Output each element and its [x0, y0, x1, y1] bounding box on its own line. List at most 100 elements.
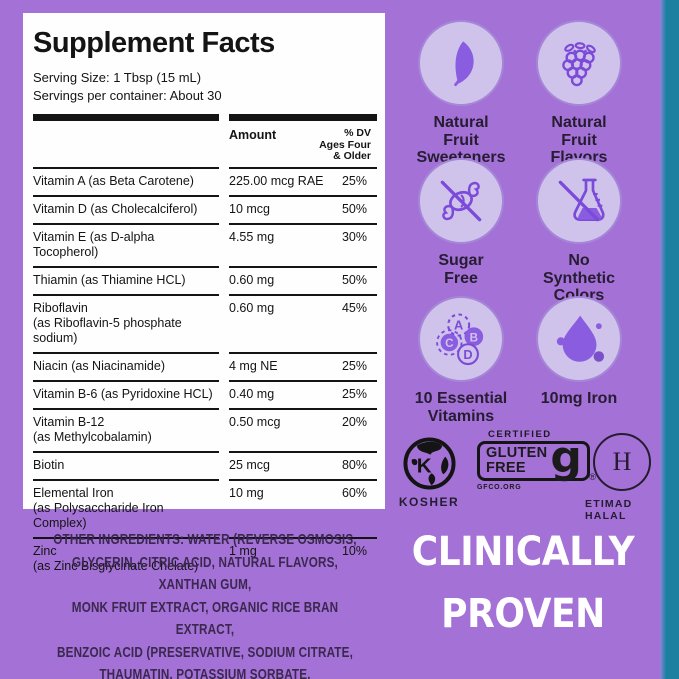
iron-drop-icon: [536, 296, 622, 382]
nutrient-name-cell: Elemental Iron (as Polysaccharide Iron Co…: [33, 478, 219, 537]
nutrient-dv: 25%: [341, 386, 367, 401]
feature-no-synthetic-colors: NoSyntheticColors: [513, 158, 645, 305]
feature-label-line: Fruit: [561, 131, 597, 149]
nutrient-table: Vitamin A (as Beta Carotene) 225.00 mcg R…: [33, 166, 377, 580]
nutrient-values-cell: 25 mcg 80%: [229, 450, 377, 479]
nutrient-row: Vitamin A (as Beta Carotene) 225.00 mcg R…: [33, 166, 377, 195]
gfco-org-text: GFCO.ORG: [477, 484, 522, 491]
svg-text:K: K: [416, 454, 431, 477]
halal-label: ETIMAD HALAL: [585, 498, 633, 522]
nutrient-row: Vitamin B-6 (as Pyridoxine HCL) 0.40 mg 25…: [33, 379, 377, 408]
feature-label-line: Sugar: [438, 252, 484, 269]
nutrient-values-cell: 0.50 mcg 20%: [229, 407, 377, 451]
svg-text:D: D: [463, 347, 472, 362]
nutrient-amount: 0.60 mg: [229, 300, 275, 315]
feature-label: 10mg Iron: [541, 390, 617, 408]
feature-label-line: No: [568, 252, 590, 269]
nutrient-name: Vitamin E (as D-alpha Tocopherol): [33, 229, 155, 259]
nutrient-dv: 60%: [341, 485, 367, 500]
gluten-free-badge: CERTIFIED GLUTEN FREE g ® GFCO.ORG: [477, 429, 596, 491]
ingredients-line: MONK FRUIT EXTRACT, ORGANIC RICE BRAN EX…: [71, 598, 339, 639]
nutrient-name: Zinc: [33, 543, 57, 558]
nutrient-row: Zinc (as Zinc Bisglycinate Chelate) 1 mg 10…: [33, 536, 377, 580]
dv-header-line: % DV: [344, 127, 371, 139]
berry-icon: [536, 20, 622, 106]
nutrient-name: Vitamin D (as Cholecalciferol): [33, 201, 198, 216]
nutrient-values-cell: 0.40 mg 25%: [229, 379, 377, 408]
svg-text:B: B: [470, 331, 478, 344]
nutrient-amount: 4.55 mg: [229, 229, 275, 244]
nutrient-values-cell: 4.55 mg 30%: [229, 222, 377, 266]
halal-monogram-icon: H: [593, 433, 651, 491]
nutrient-values-cell: 225.00 mcg RAE 25%: [229, 166, 377, 195]
svg-text:C: C: [445, 337, 454, 350]
no-sugar-icon: [418, 158, 504, 244]
claim-line: CLINICALLY: [411, 529, 635, 575]
ingredients-line: THAUMATIN, POTASSIUM SORBATE.: [99, 666, 311, 679]
nutrient-name-cell: Biotin: [33, 450, 219, 479]
nutrient-name-sub: (as Zinc Bisglycinate Chelate): [33, 558, 199, 573]
nutrient-name-cell: Vitamin E (as D-alpha Tocopherol): [33, 222, 219, 266]
nutrient-name: Vitamin B-12: [33, 414, 105, 429]
nutrient-name-cell: Zinc (as Zinc Bisglycinate Chelate): [33, 536, 219, 580]
nutrient-name-cell: Riboflavin (as Riboflavin-5 phosphate sod…: [33, 293, 219, 352]
nutrient-values-cell: 0.60 mg 45%: [229, 293, 377, 352]
feature-leaf: NaturalFruitSweeteners: [395, 20, 527, 167]
nutrient-dv: 50%: [341, 272, 367, 287]
nutrient-amount: 225.00 mcg RAE: [229, 173, 324, 188]
clinically-proven-claim: CLINICALLY PROVEN: [403, 521, 642, 645]
dv-header-line: Ages Four: [319, 138, 371, 151]
panel-title: Supplement Facts: [33, 27, 275, 59]
feature-vitamins: A B C D 10 Essential Vitamins: [395, 296, 527, 425]
nutrient-dv: 45%: [341, 300, 367, 315]
nutrient-values-cell: 4 mg NE 25%: [229, 351, 377, 380]
nutrient-dv: 25%: [341, 358, 367, 373]
table-header-row: Amount % DV Ages Four & Older: [33, 121, 377, 167]
nutrient-amount: 0.40 mg: [229, 386, 275, 401]
feature-no-sugar: Sugar Free: [395, 158, 527, 287]
nutrient-row: Vitamin B-12 (as Methylcobalamin) 0.50 mcg…: [33, 407, 377, 451]
nutrient-name: Vitamin A (as Beta Carotene): [33, 173, 194, 188]
feature-label-line: 10mg Iron: [540, 390, 618, 407]
nutrient-name-cell: Thiamin (as Thiamine HCL): [33, 265, 219, 294]
nutrient-dv: 30%: [341, 229, 367, 244]
feature-label: Sugar Free: [438, 252, 483, 287]
nutrient-amount: 25 mcg: [229, 457, 270, 472]
nutrient-name-sub: (as Riboflavin-5 phosphate sodium): [33, 315, 182, 345]
gluten-word: GLUTEN: [486, 445, 548, 461]
nutrient-row: Elemental Iron (as Polysaccharide Iron Co…: [33, 478, 377, 537]
nutrient-values-cell: 10 mcg 50%: [229, 194, 377, 223]
svg-text:A: A: [454, 318, 463, 333]
nutrient-row: Thiamin (as Thiamine HCL) 0.60 mg 50%: [33, 265, 377, 294]
feature-label-line: Natural: [433, 114, 489, 131]
nutrient-row: Niacin (as Niacinamide) 4 mg NE 25%: [33, 351, 377, 380]
nutrient-name-cell: Vitamin B-6 (as Pyridoxine HCL): [33, 379, 219, 408]
nutrient-values-cell: 10 mg 60%: [229, 478, 377, 537]
nutrient-amount: 0.60 mg: [229, 272, 275, 287]
nutrient-dv: 20%: [341, 414, 367, 429]
nutrient-name: Biotin: [33, 457, 65, 472]
nutrient-amount: 1 mg: [229, 543, 257, 558]
feature-label-line: Vitamins: [427, 407, 495, 425]
nutrient-row: Vitamin E (as D-alpha Tocopherol) 4.55 mg…: [33, 222, 377, 266]
nutrient-row: Vitamin D (as Cholecalciferol) 10 mcg 50%: [33, 194, 377, 223]
gluten-free-certified-text: CERTIFIED: [488, 429, 552, 440]
nutrient-name-sub: (as Polysaccharide Iron Complex): [33, 500, 164, 530]
feature-label-line: Natural: [551, 114, 607, 131]
feature-label-line: 10 Essential: [414, 390, 508, 407]
ingredients-line: GLYCERIN, CITRIC ACID, NATURAL FLAVORS, …: [72, 553, 338, 594]
nutrient-name-cell: Vitamin D (as Cholecalciferol): [33, 194, 219, 223]
halal-badge: H ETIMAD HALAL: [585, 433, 659, 522]
gluten-free-logo: GLUTEN FREE g ®: [477, 432, 596, 483]
nutrient-name-cell: Vitamin B-12 (as Methylcobalamin): [33, 407, 219, 451]
nutrient-row: Biotin 25 mcg 80%: [33, 450, 377, 479]
other-ingredients-text: OTHER INGREDIENTS: WATER (REVERSE OSMOSI…: [53, 529, 357, 679]
vitamins-icon: A B C D: [418, 296, 504, 382]
nutrient-name: Vitamin B-6 (as Pyridoxine HCL): [33, 386, 213, 401]
nutrient-amount: 0.50 mcg: [229, 414, 281, 429]
dv-header-line: & Older: [333, 150, 371, 162]
feature-label: 10 Essential Vitamins: [415, 390, 508, 425]
kosher-globe-icon: K: [402, 437, 456, 490]
gfco-g-icon: g: [550, 432, 582, 483]
ingredients-line: BENZOIC ACID (PRESERVATIVE, SODIUM CITRA…: [57, 643, 353, 661]
